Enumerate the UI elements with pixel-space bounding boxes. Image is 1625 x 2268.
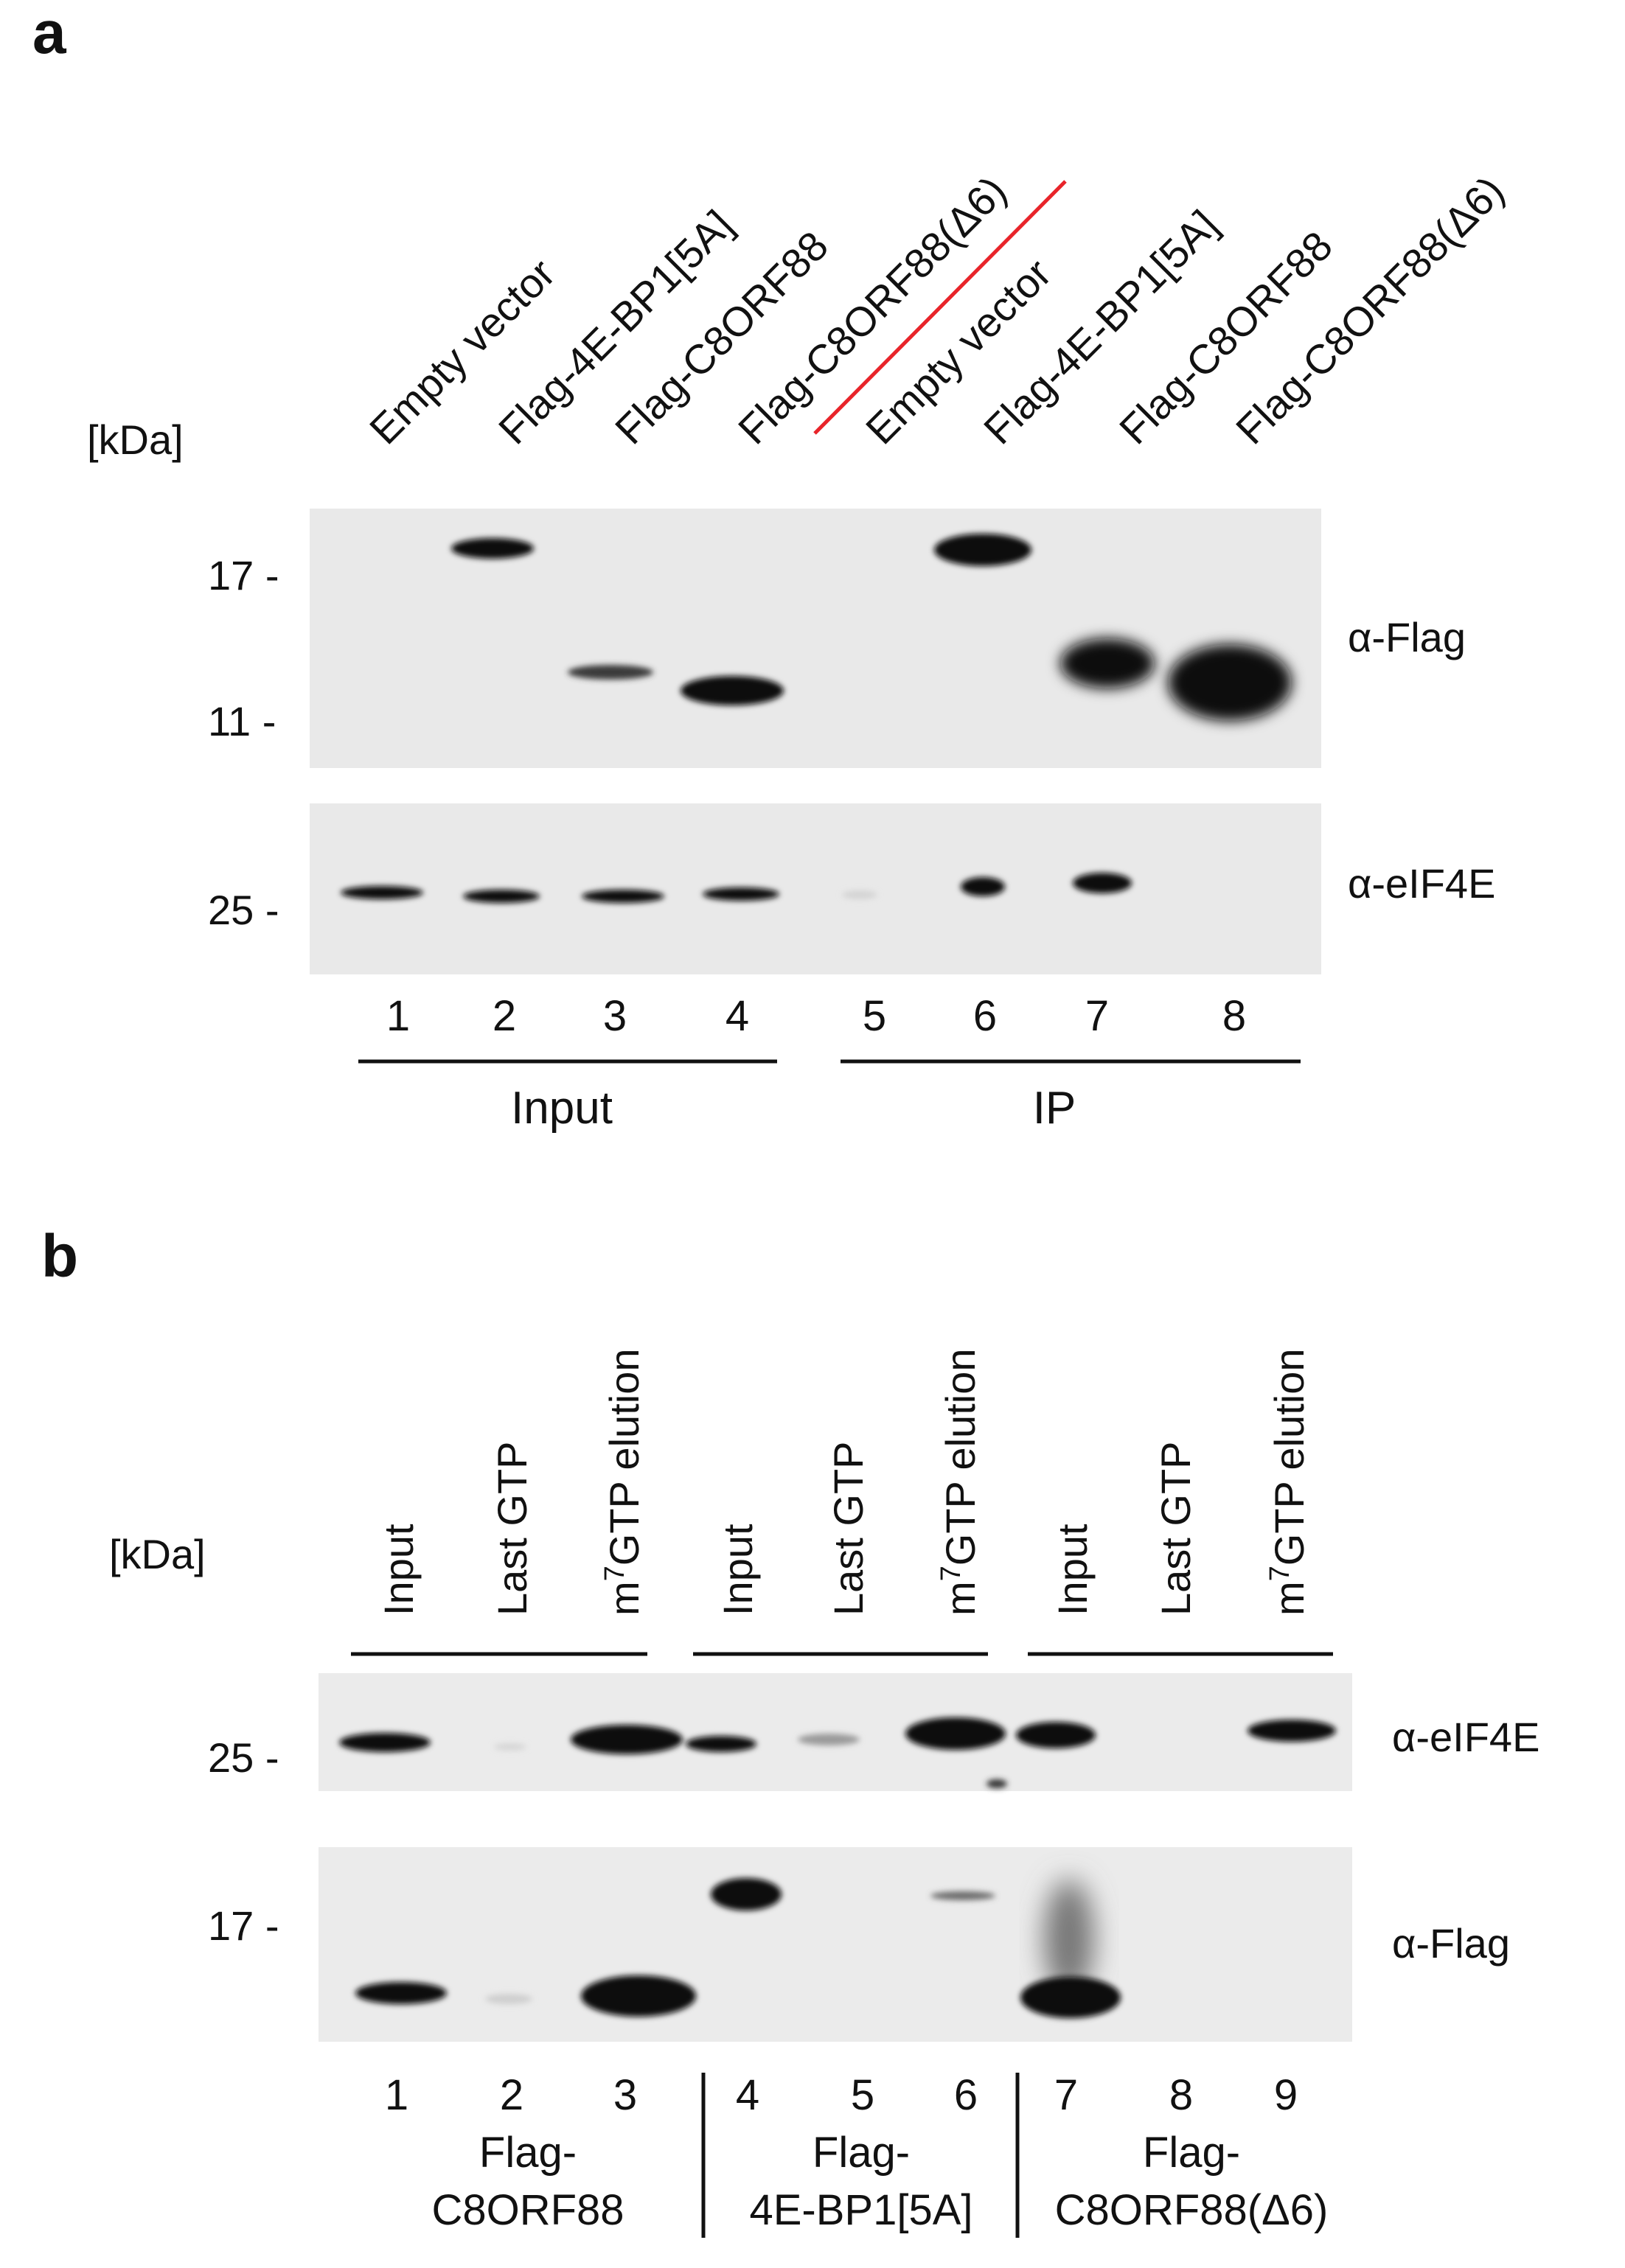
band-b-flag-lane1 xyxy=(355,1982,447,2004)
lane-header-b1: Input xyxy=(375,1524,422,1616)
lane-header-b4: Input xyxy=(714,1524,761,1616)
lane-number-b8: 8 xyxy=(1169,2071,1193,2119)
lane-number-b4: 4 xyxy=(736,2071,759,2119)
lane-number-b9: 9 xyxy=(1274,2071,1298,2119)
band-b-eif4e-lane4 xyxy=(686,1736,756,1752)
blot-a-flag-bands xyxy=(451,534,1292,721)
marker-b-17: 17 - xyxy=(208,1902,279,1949)
band-b-flag-lane3 xyxy=(581,1975,696,2017)
band-a-eif4e-lane5 xyxy=(842,890,877,899)
lane-header-a3: Flag-C8ORF88 xyxy=(606,222,837,453)
panel-a-lane-numbers: 1 2 3 4 5 6 7 8 xyxy=(386,992,1246,1040)
blot-b-eif4e-bands xyxy=(339,1717,1336,1788)
band-a-eif4e-lane7 xyxy=(1073,873,1132,893)
lane-header-b2: Last GTP xyxy=(489,1441,535,1616)
lane-number-a8: 8 xyxy=(1222,992,1246,1040)
group-label-b1-line1: Flag- xyxy=(479,2129,577,2177)
band-a-eif4e-lane6 xyxy=(961,877,1005,896)
band-a-flag-lane7 xyxy=(1060,638,1155,688)
lane-number-a5: 5 xyxy=(863,992,886,1040)
blot-b-flag-label: α-Flag xyxy=(1392,1920,1510,1967)
band-a-flag-lane3 xyxy=(568,665,653,680)
panel-b-group-labels: Flag- C8ORF88 Flag- 4E-BP1[5A] Flag- C8O… xyxy=(431,2129,1328,2234)
lane-number-b6: 6 xyxy=(954,2071,978,2119)
band-a-flag-lane4 xyxy=(681,676,784,705)
group-label-b3-line1: Flag- xyxy=(1143,2129,1240,2177)
panel-a: a [kDa] Empty vector Flag-4E-BP1[5A] Fla… xyxy=(32,0,1513,1134)
lane-header-b9: m7GTP elution xyxy=(1264,1349,1312,1616)
lane-number-b7: 7 xyxy=(1054,2071,1078,2119)
lane-number-a3: 3 xyxy=(603,992,627,1040)
lane-header-b3: m7GTP elution xyxy=(599,1349,647,1616)
lane-number-b3: 3 xyxy=(613,2071,637,2119)
blot-b-flag xyxy=(319,1847,1352,2042)
blot-b-eif4e-label: α-eIF4E xyxy=(1392,1714,1539,1760)
band-b-eif4e-lane3 xyxy=(571,1725,683,1754)
panel-b-lane-numbers: 1 2 3 4 5 6 7 8 9 xyxy=(385,2071,1298,2119)
band-b-flag-lane2 xyxy=(485,1994,532,2004)
lane-header-b6: m7GTP elution xyxy=(936,1349,984,1616)
lane-header-b5: Last GTP xyxy=(825,1441,871,1616)
panel-a-kda-label: [kDa] xyxy=(87,416,184,463)
band-a-flag-lane2 xyxy=(451,538,534,559)
panel-b-letter: b xyxy=(41,1223,78,1290)
lane-number-a2: 2 xyxy=(493,992,516,1040)
band-a-eif4e-lane2 xyxy=(463,890,540,903)
smear-b-eif4e-lane4 xyxy=(987,1779,1007,1788)
band-b-eif4e-lane1 xyxy=(339,1733,431,1752)
input-ip-divider xyxy=(813,180,1067,435)
panel-b-kda-label: [kDa] xyxy=(109,1531,206,1577)
lane-number-b1: 1 xyxy=(385,2071,408,2119)
ip-group-label: IP xyxy=(1033,1083,1076,1134)
panel-a-letter: a xyxy=(32,0,67,66)
band-b-eif4e-lane2 xyxy=(494,1743,526,1751)
blot-a-eif4e xyxy=(310,803,1321,974)
band-a-eif4e-lane4 xyxy=(703,887,779,901)
group-label-b2-line2: 4E-BP1[5A] xyxy=(749,2186,972,2234)
lane-number-a4: 4 xyxy=(725,992,749,1040)
marker-a-25: 25 - xyxy=(208,887,279,933)
blot-a-eif4e-bands xyxy=(341,873,1132,903)
lane-number-a7: 7 xyxy=(1085,992,1109,1040)
marker-b-25: 25 - xyxy=(208,1734,279,1781)
band-b-flag-lane6 xyxy=(930,1891,995,1900)
input-group-label: Input xyxy=(511,1083,613,1134)
band-b-eif4e-lane9 xyxy=(1248,1720,1336,1742)
band-b-eif4e-lane6 xyxy=(905,1717,1006,1750)
band-b-eif4e-lane5 xyxy=(798,1734,860,1745)
blot-a-eif4e-label: α-eIF4E xyxy=(1348,860,1495,907)
blot-a-flag-label: α-Flag xyxy=(1348,614,1466,660)
panel-b: b [kDa] Input Last GTP m7GTP elution Inp… xyxy=(41,1223,1539,2238)
band-a-eif4e-lane1 xyxy=(341,886,423,899)
panel-b-lane-headers: Input Last GTP m7GTP elution Input Last … xyxy=(375,1349,1312,1616)
band-a-flag-lane8 xyxy=(1168,644,1292,721)
lane-number-a1: 1 xyxy=(386,992,410,1040)
lane-number-a6: 6 xyxy=(973,992,997,1040)
band-a-flag-lane6 xyxy=(934,534,1031,566)
lane-header-b8: Last GTP xyxy=(1152,1441,1199,1616)
marker-a-17: 17 - xyxy=(208,552,279,599)
group-label-b1-line2: C8ORF88 xyxy=(431,2186,624,2234)
band-b-eif4e-lane7 xyxy=(1016,1722,1096,1748)
blot-b-eif4e xyxy=(319,1673,1352,1791)
band-a-eif4e-lane3 xyxy=(582,890,664,903)
smear-b-flag-lane7 xyxy=(1044,1880,1094,1997)
lane-number-b5: 5 xyxy=(851,2071,874,2119)
band-b-flag-lane4 xyxy=(711,1878,782,1911)
group-label-b3-line2: C8ORF88(Δ6) xyxy=(1055,2186,1329,2234)
blot-b-flag-bands xyxy=(355,1878,1121,2018)
lane-header-b7: Input xyxy=(1049,1524,1096,1616)
lane-number-b2: 2 xyxy=(500,2071,523,2119)
band-b-flag-lane7 xyxy=(1020,1977,1121,2018)
group-label-b2-line1: Flag- xyxy=(812,2129,910,2177)
marker-a-11: 11 - xyxy=(208,698,276,744)
